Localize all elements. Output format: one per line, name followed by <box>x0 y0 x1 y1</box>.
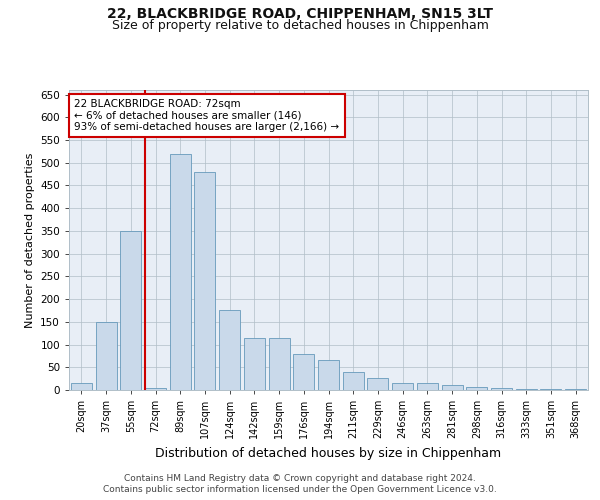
Bar <box>269 338 290 390</box>
Bar <box>367 378 388 390</box>
Bar <box>120 231 141 390</box>
Bar <box>293 354 314 390</box>
Bar <box>71 383 92 390</box>
Bar <box>244 338 265 390</box>
Text: 22, BLACKBRIDGE ROAD, CHIPPENHAM, SN15 3LT: 22, BLACKBRIDGE ROAD, CHIPPENHAM, SN15 3… <box>107 8 493 22</box>
Bar <box>145 388 166 390</box>
Bar <box>417 383 438 390</box>
X-axis label: Distribution of detached houses by size in Chippenham: Distribution of detached houses by size … <box>155 446 502 460</box>
Bar <box>343 372 364 390</box>
Bar <box>170 154 191 390</box>
Bar <box>442 386 463 390</box>
Bar <box>491 388 512 390</box>
Text: 22 BLACKBRIDGE ROAD: 72sqm
← 6% of detached houses are smaller (146)
93% of semi: 22 BLACKBRIDGE ROAD: 72sqm ← 6% of detac… <box>74 99 340 132</box>
Bar <box>392 383 413 390</box>
Y-axis label: Number of detached properties: Number of detached properties <box>25 152 35 328</box>
Bar <box>194 172 215 390</box>
Bar <box>466 387 487 390</box>
Bar <box>516 388 537 390</box>
Bar <box>318 360 339 390</box>
Text: Contains HM Land Registry data © Crown copyright and database right 2024.: Contains HM Land Registry data © Crown c… <box>124 474 476 483</box>
Bar <box>541 389 562 390</box>
Bar <box>565 389 586 390</box>
Bar <box>95 322 116 390</box>
Text: Contains public sector information licensed under the Open Government Licence v3: Contains public sector information licen… <box>103 485 497 494</box>
Text: Size of property relative to detached houses in Chippenham: Size of property relative to detached ho… <box>112 19 488 32</box>
Bar <box>219 310 240 390</box>
